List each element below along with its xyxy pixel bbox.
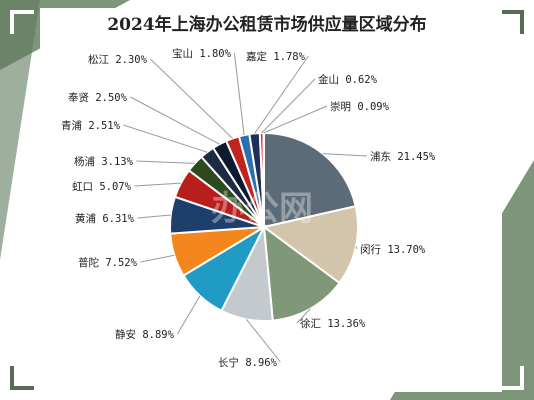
slice-label-6: 黄浦 6.31% <box>75 212 135 225</box>
slice-label-5: 普陀 7.52% <box>78 256 138 269</box>
leader-line-0 <box>322 153 368 157</box>
leader-line-14 <box>261 78 316 134</box>
leader-line-13 <box>254 55 309 134</box>
slice-label-15: 崇明 0.09% <box>330 101 390 113</box>
pie-slice-1 <box>261 205 359 285</box>
watermark: 办公网 <box>211 189 313 229</box>
pie-slice-0 <box>263 131 357 229</box>
bracket-top-right <box>500 10 524 34</box>
leader-line-9 <box>123 124 208 153</box>
bracket-bottom-right <box>500 366 524 390</box>
bracket-top-left <box>10 10 34 34</box>
leader-line-1 <box>355 246 358 250</box>
corner-decoration-left-band <box>0 0 40 260</box>
leader-line-5 <box>140 254 175 263</box>
pie <box>169 131 359 322</box>
bracket-bottom-left <box>10 366 34 390</box>
leader-line-10 <box>130 96 220 145</box>
leader-line-3 <box>246 318 281 363</box>
slice-label-8: 杨浦 3.13% <box>74 155 134 168</box>
slice-label-4: 静安 8.89% <box>115 328 175 341</box>
slice-label-14: 金山 0.62% <box>318 73 378 86</box>
leader-line-6 <box>137 214 171 219</box>
chart-title: 2024年上海办公租赁市场供应量区域分布 <box>107 14 426 35</box>
slice-label-3: 长宁 8.96% <box>218 356 278 369</box>
slice-label-0: 浦东 21.45% <box>370 150 436 163</box>
pie-slice-2 <box>262 224 341 322</box>
leader-line-15 <box>263 105 328 134</box>
leader-line-4 <box>176 295 201 335</box>
slice-label-11: 松江 2.30% <box>88 53 148 66</box>
leader-line-7 <box>134 182 181 187</box>
leader-line-12 <box>233 52 245 136</box>
slice-label-9: 青浦 2.51% <box>61 119 121 132</box>
slice-label-13: 嘉定 1.78% <box>246 50 306 63</box>
slice-label-1: 闵行 13.70% <box>360 243 426 256</box>
slice-label-2: 徐汇 13.36% <box>300 317 366 330</box>
leader-line-8 <box>136 160 195 164</box>
slice-label-12: 宝山 1.80% <box>172 47 232 60</box>
slice-label-10: 奉贤 2.50% <box>68 91 128 104</box>
leader-line-2 <box>296 308 311 324</box>
leader-line-11 <box>150 58 233 139</box>
slice-labels: 浦东 21.45% 闵行 13.70% 徐汇 13.36% 长宁 8.96% 静安 8.… <box>61 47 436 369</box>
leader-lines <box>123 52 368 363</box>
slice-label-7: 虹口 5.07% <box>72 181 132 193</box>
